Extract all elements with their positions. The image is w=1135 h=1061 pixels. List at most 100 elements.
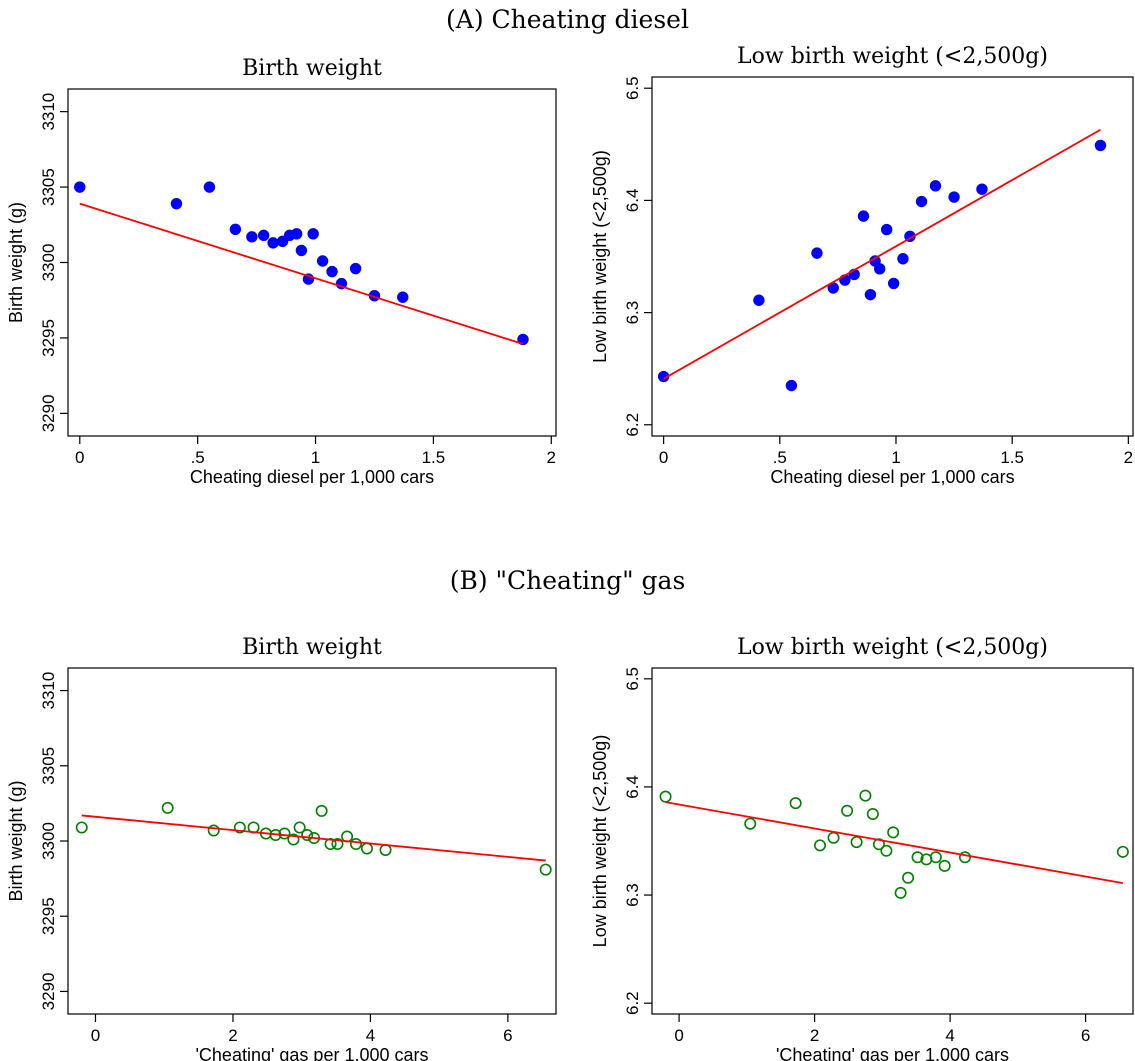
- y-tick-label: 3305: [39, 747, 58, 785]
- y-tick-label: 6.5: [623, 667, 642, 691]
- chart-title: Low birth weight (<2,500g): [737, 635, 1048, 660]
- x-tick-label: 4: [366, 1026, 375, 1045]
- data-point: [880, 223, 893, 236]
- data-point: [1094, 139, 1107, 152]
- data-point: [659, 790, 672, 803]
- data-point: [789, 797, 802, 810]
- y-tick-label: 6.4: [623, 189, 642, 213]
- data-point: [929, 180, 942, 192]
- fit-line: [79, 202, 524, 345]
- data-point: [349, 262, 362, 275]
- x-tick-label: 1.5: [1000, 448, 1024, 467]
- data-point: [246, 231, 258, 243]
- data-point: [887, 277, 900, 290]
- data-point: [287, 833, 300, 846]
- data-point: [857, 210, 870, 222]
- x-tick-label: 0: [659, 448, 668, 467]
- fit-line: [665, 801, 1123, 885]
- data-point: [539, 863, 552, 876]
- data-point: [880, 844, 893, 857]
- x-tick-label: 6: [1081, 1026, 1090, 1045]
- data-point: [753, 294, 765, 306]
- data-point: [841, 804, 854, 817]
- chart-1: Birth weight 0 .5 1 1.5 2 3290 3295 3300 3305 3310…: [6, 56, 557, 487]
- data-point: [976, 183, 988, 195]
- data-point: [75, 821, 88, 834]
- y-tick-label: 3305: [39, 168, 58, 206]
- y-tick-label: 3295: [39, 319, 58, 357]
- x-tick-label: 2: [1124, 448, 1133, 467]
- x-tick-label: 1.5: [422, 448, 446, 467]
- panel-b-title: (B) "Cheating" gas: [449, 566, 686, 595]
- data-point: [859, 789, 872, 802]
- y-tick-label: 3290: [39, 394, 58, 432]
- data-point: [233, 821, 246, 834]
- data-point: [295, 244, 308, 257]
- data-point: [257, 229, 270, 242]
- data-point: [785, 379, 798, 392]
- x-tick-label: 1: [311, 448, 320, 467]
- data-point: [517, 333, 529, 346]
- data-point: [929, 851, 942, 864]
- data-point: [1116, 845, 1129, 858]
- x-tick-label: 4: [945, 1026, 954, 1045]
- data-point: [948, 191, 960, 203]
- chart-2: Low birth weight (<2,500g) 0 .5 1 1.5 2 6.2 6.3…: [590, 44, 1134, 487]
- x-tick-label: 0: [674, 1026, 683, 1045]
- fit-line: [81, 814, 546, 862]
- x-tick-label: 0: [75, 448, 84, 467]
- data-point: [267, 237, 279, 249]
- data-point: [170, 197, 183, 210]
- data-point: [866, 807, 879, 820]
- x-tick-label: .5: [773, 448, 787, 467]
- data-point: [316, 255, 329, 267]
- y-tick-label: 3295: [39, 897, 58, 935]
- chart-3: Birth weight 0 2 4 6 3290 3295 3300 3305 3310 'Che…: [6, 635, 557, 1061]
- x-tick-label: 2: [228, 1026, 237, 1045]
- y-tick-label: 6.2: [623, 413, 642, 437]
- data-point: [897, 253, 909, 265]
- data-point: [958, 851, 971, 864]
- plot-frame: [651, 76, 1134, 437]
- data-point: [315, 804, 328, 817]
- chart-title: Birth weight: [242, 635, 382, 660]
- data-point: [360, 842, 373, 855]
- x-axis-label: Cheating diesel per 1,000 cars: [190, 467, 434, 487]
- x-tick-label: 2: [810, 1026, 819, 1045]
- chart-title: Birth weight: [242, 56, 382, 81]
- chart-4: Low birth weight (<2,500g) 0 2 4 6 6.2 6.3 6.4 6…: [590, 635, 1134, 1061]
- data-point: [326, 265, 338, 278]
- data-point: [331, 838, 344, 851]
- data-point: [74, 181, 86, 193]
- y-tick-label: 6.5: [623, 76, 642, 100]
- data-point: [379, 844, 392, 857]
- x-tick-label: 6: [503, 1026, 512, 1045]
- data-point: [229, 223, 242, 236]
- y-tick-label: 3290: [39, 973, 58, 1011]
- data-point: [207, 824, 220, 837]
- x-axis-label: Cheating diesel per 1,000 cars: [770, 467, 1014, 487]
- data-point: [850, 836, 863, 849]
- y-tick-label: 6.3: [623, 883, 642, 907]
- fit-line: [663, 128, 1101, 380]
- y-tick-label: 3300: [39, 822, 58, 860]
- data-point: [278, 827, 291, 840]
- data-point: [874, 263, 886, 275]
- data-point: [307, 228, 319, 240]
- data-point: [814, 839, 827, 852]
- x-axis-label: 'Cheating' gas per 1,000 cars: [195, 1045, 428, 1061]
- data-point: [902, 871, 915, 884]
- data-point: [744, 817, 757, 830]
- y-tick-label: 6.4: [623, 775, 642, 799]
- plot-frame: [67, 667, 557, 1015]
- data-point: [293, 821, 306, 834]
- plot-frame: [651, 667, 1134, 1015]
- y-axis-label: Low birth weight (<2,500g): [590, 150, 610, 363]
- data-point: [938, 859, 951, 872]
- x-tick-label: .5: [191, 448, 205, 467]
- data-point: [161, 801, 174, 814]
- x-tick-label: 0: [91, 1026, 100, 1045]
- y-tick-label: 3310: [39, 93, 58, 131]
- chart-title: Low birth weight (<2,500g): [737, 44, 1048, 69]
- data-point: [301, 828, 314, 841]
